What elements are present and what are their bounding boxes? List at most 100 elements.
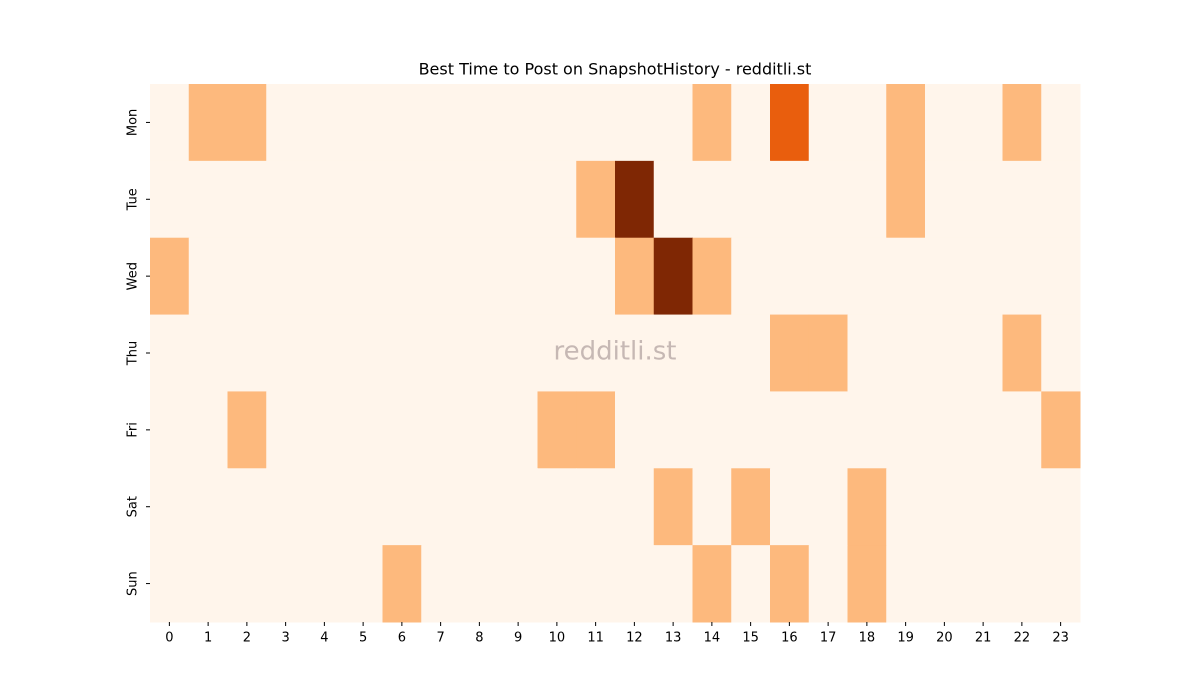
heatmap-cell [808, 160, 848, 239]
heatmap-cell [460, 468, 500, 546]
heatmap-cell [305, 468, 345, 546]
heatmap-cell [227, 237, 267, 316]
x-tick-label: 11 [587, 631, 604, 646]
x-tick-label: 23 [1052, 631, 1069, 646]
heatmap-cell [1002, 468, 1042, 546]
heatmap-cell [227, 391, 267, 469]
x-tick-label: 7 [436, 631, 444, 646]
heatmap-cell [808, 391, 848, 469]
heatmap-cell [615, 545, 655, 623]
heatmap-cell [847, 391, 887, 469]
chart-title: Best Time to Post on SnapshotHistory - r… [419, 60, 812, 79]
heatmap-cell [653, 391, 693, 469]
heatmap-cell [498, 391, 538, 469]
heatmap-cell [421, 84, 461, 162]
heatmap-cell [498, 237, 538, 316]
heatmap-cell [227, 468, 267, 546]
x-tick-label: 9 [514, 631, 522, 646]
heatmap-cell [188, 314, 228, 392]
heatmap-cell [537, 237, 577, 316]
heatmap-cell [150, 468, 190, 546]
heatmap-cell [421, 545, 461, 623]
heatmap-cell [731, 237, 771, 316]
heatmap-cell [615, 84, 655, 162]
heatmap-cell [692, 545, 732, 623]
heatmap-cell [692, 237, 732, 316]
heatmap-cell [537, 468, 577, 546]
heatmap-cell [770, 84, 810, 162]
heatmap-cell [305, 545, 345, 623]
heatmap-cell [305, 314, 345, 392]
heatmap-cell [382, 545, 422, 623]
heatmap-cell [808, 545, 848, 623]
heatmap-cell [1041, 237, 1081, 316]
heatmap-cell [266, 545, 306, 623]
heatmap-cell [1041, 391, 1081, 469]
heatmap-cell [925, 84, 965, 162]
x-tick-label: 2 [243, 631, 251, 646]
heatmap-cell [188, 468, 228, 546]
x-tick-label: 22 [1014, 631, 1031, 646]
heatmap-cell [925, 468, 965, 546]
x-tick-label: 16 [781, 631, 798, 646]
x-tick-label: 17 [820, 631, 837, 646]
heatmap-cell [886, 468, 926, 546]
heatmap-cell [421, 237, 461, 316]
heatmap-cell [188, 545, 228, 623]
heatmap-cell [498, 84, 538, 162]
x-tick-label: 19 [897, 631, 914, 646]
heatmap-cell [150, 160, 190, 239]
heatmap-cell [770, 545, 810, 623]
heatmap-cell [615, 160, 655, 239]
heatmap-cell [421, 160, 461, 239]
x-tick-label: 14 [704, 631, 721, 646]
heatmap-cell [1041, 84, 1081, 162]
heatmap-cell [421, 391, 461, 469]
heatmap-cell [460, 160, 500, 239]
x-tick-label: 3 [281, 631, 289, 646]
heatmap-cell [808, 468, 848, 546]
heatmap-cell [227, 314, 267, 392]
heatmap-cell [615, 468, 655, 546]
heatmap-cell [576, 391, 616, 469]
heatmap-cell [692, 160, 732, 239]
heatmap-cell [1041, 314, 1081, 392]
heatmap-cell [692, 468, 732, 546]
heatmap-cell [343, 468, 383, 546]
heatmap-cell [731, 160, 771, 239]
heatmap-cell [653, 237, 693, 316]
heatmap-cell [770, 160, 810, 239]
heatmap-cell [421, 468, 461, 546]
heatmap-cell [886, 84, 926, 162]
heatmap-cell [460, 545, 500, 623]
heatmap-cell [847, 237, 887, 316]
heatmap-cell [343, 545, 383, 623]
heatmap-cell [731, 468, 771, 546]
heatmap-cell [266, 391, 306, 469]
heatmap-cell [305, 391, 345, 469]
heatmap-cell [886, 160, 926, 239]
heatmap-cell [537, 160, 577, 239]
heatmap-cell [343, 237, 383, 316]
heatmap-cell [963, 160, 1003, 239]
heatmap-cell [576, 84, 616, 162]
heatmap-cell [963, 84, 1003, 162]
heatmap-cell [963, 391, 1003, 469]
heatmap-cell [653, 314, 693, 392]
heatmap-cell [692, 84, 732, 162]
y-tick-label: Thu [126, 341, 141, 366]
heatmap-cell [963, 237, 1003, 316]
heatmap-cell [421, 314, 461, 392]
heatmap-cell [498, 545, 538, 623]
heatmap-cell [653, 84, 693, 162]
heatmap-cell [382, 468, 422, 546]
heatmap-cell [460, 84, 500, 162]
heatmap-cell [615, 314, 655, 392]
heatmap-cell [770, 314, 810, 392]
heatmap-cell [576, 468, 616, 546]
x-tick-label: 13 [665, 631, 682, 646]
heatmap-cell [963, 468, 1003, 546]
heatmap-cell [847, 314, 887, 392]
heatmap-cell [1041, 160, 1081, 239]
x-tick-label: 6 [398, 631, 406, 646]
